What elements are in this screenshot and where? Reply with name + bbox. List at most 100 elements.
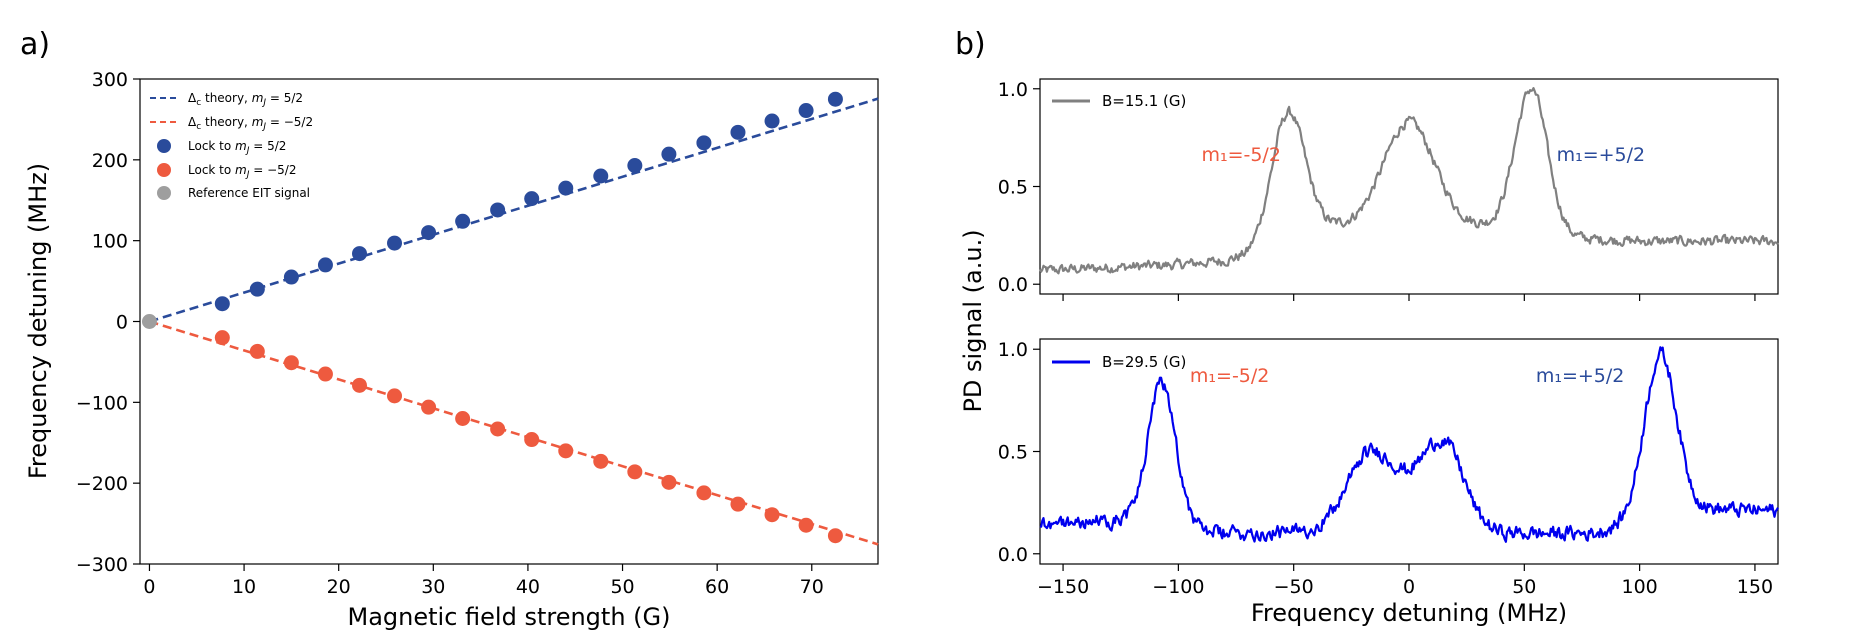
y-tick-label: 0 — [116, 312, 128, 334]
data-point — [352, 377, 368, 393]
x-tick-label: 40 — [516, 576, 540, 598]
y-tick-label: 100 — [92, 231, 128, 253]
legend-label-lock-plus: Lock to mJ = 5/2 — [188, 139, 286, 156]
data-point — [827, 91, 843, 107]
legend-label-b-bottom: B=29.5 (G) — [1102, 353, 1186, 371]
x-tick-label: 20 — [327, 576, 351, 598]
data-point — [827, 528, 843, 544]
y-tick-label: 300 — [92, 69, 128, 91]
panel-a-label: a) — [20, 27, 50, 62]
data-point — [798, 517, 814, 533]
data-point — [696, 135, 712, 151]
data-point — [593, 453, 609, 469]
x-axis-label-b: Frequency detuning (MHz) — [1251, 599, 1567, 627]
peak-annotation: m₁=+5/2 — [1536, 365, 1625, 387]
theory-line-1 — [149, 320, 879, 546]
data-point — [593, 168, 609, 184]
x-tick-label: −100 — [1152, 576, 1204, 598]
legend-a: Δc theory, mJ = 5/2 Δc theory, mJ = −5/2… — [150, 91, 313, 200]
x-axis-label-a: Magnetic field strength (G) — [348, 603, 671, 631]
data-point — [558, 180, 574, 196]
peak-annotation: m₁=-5/2 — [1190, 365, 1269, 387]
data-point — [627, 464, 643, 480]
signal-trace-b-top — [1039, 86, 1779, 275]
legend-label-b-top: B=15.1 (G) — [1102, 92, 1186, 110]
chart-b-bottom: −150 −100 −50 0 50 100 150 1.0 0.5 0.0 B=29.5 (G… — [998, 338, 1779, 627]
legend-label-reference: Reference EIT signal — [188, 186, 310, 200]
x-tick-label: 70 — [800, 576, 824, 598]
legend-label-lock-minus: Lock to mJ = −5/2 — [188, 163, 296, 180]
data-point — [524, 191, 540, 207]
x-tick-label: 100 — [1621, 576, 1657, 598]
series-lines-a — [149, 97, 879, 546]
data-point — [249, 343, 265, 359]
x-tick-label: 0 — [1403, 576, 1415, 598]
y-ticks-a: 300 200 100 0 −100 −200 −300 — [76, 69, 140, 576]
series-points-a — [141, 91, 843, 544]
x-tick-label: 30 — [421, 576, 445, 598]
data-point — [661, 474, 677, 490]
data-point — [798, 103, 814, 119]
data-point — [524, 432, 540, 448]
data-point — [317, 366, 333, 382]
data-point — [730, 124, 746, 140]
y-tick-label: 1.0 — [998, 339, 1028, 361]
x-ticks-b-top — [1062, 294, 1756, 301]
peak-annotation: m₁=-5/2 — [1201, 144, 1280, 166]
x-tick-label: 0 — [143, 576, 155, 598]
data-point — [283, 355, 299, 371]
data-point — [387, 235, 403, 251]
y-tick-label: −200 — [76, 473, 128, 495]
plot-area-b-top — [1039, 78, 1779, 295]
x-tick-label: 150 — [1737, 576, 1773, 598]
x-tick-label: 50 — [1512, 576, 1536, 598]
y-ticks-b-top: 1.0 0.5 0.0 — [998, 79, 1040, 296]
panel-b-label: b) — [955, 27, 986, 62]
data-point — [249, 281, 265, 297]
data-point — [490, 202, 506, 218]
legend-marker-reference — [157, 186, 171, 200]
data-point — [421, 225, 437, 241]
y-tick-label: 0.0 — [998, 274, 1028, 296]
y-axis-label-b: PD signal (a.u.) — [959, 229, 987, 412]
data-point — [214, 330, 230, 346]
x-tick-label: 60 — [705, 576, 729, 598]
y-tick-label: 0.5 — [998, 442, 1028, 464]
y-tick-label: 200 — [92, 150, 128, 172]
x-tick-label: −150 — [1037, 576, 1089, 598]
data-point — [421, 399, 437, 415]
y-tick-label: −300 — [76, 554, 128, 576]
data-point — [387, 388, 403, 404]
data-point — [764, 507, 780, 523]
x-tick-label: 50 — [610, 576, 634, 598]
data-point — [764, 113, 780, 129]
signal-trace-b-bottom — [1039, 346, 1779, 543]
y-tick-label: 0.5 — [998, 177, 1028, 199]
data-point — [141, 314, 157, 329]
y-axis-label-a: Frequency detuning (MHz) — [24, 163, 52, 479]
x-ticks-b-bottom: −150 −100 −50 0 50 100 150 — [1037, 564, 1773, 598]
y-tick-label: 0.0 — [998, 544, 1028, 566]
legend-marker-lock-minus — [157, 163, 171, 177]
legend-label-theory-plus: Δc theory, mJ = 5/2 — [188, 91, 303, 108]
x-tick-label: −50 — [1274, 576, 1314, 598]
data-point — [317, 257, 333, 273]
chart-a: 0 10 20 30 40 50 60 70 300 200 100 0 −100 −200 −300 M… — [24, 69, 879, 631]
annotations-b-top: m₁=-5/2 m₁=+5/2 — [1201, 144, 1645, 166]
theory-line-0 — [149, 97, 879, 323]
y-tick-label: 1.0 — [998, 79, 1028, 101]
y-ticks-b-bottom: 1.0 0.5 0.0 — [998, 339, 1040, 566]
data-point — [627, 157, 643, 173]
data-point — [730, 496, 746, 512]
x-tick-label: 10 — [232, 576, 256, 598]
peak-annotation: m₁=+5/2 — [1557, 144, 1646, 166]
y-tick-label: −100 — [76, 392, 128, 414]
data-point — [455, 213, 471, 229]
data-point — [352, 246, 368, 262]
legend-marker-lock-plus — [157, 139, 171, 153]
data-point — [214, 296, 230, 312]
annotations-b-bottom: m₁=-5/2 m₁=+5/2 — [1190, 365, 1624, 387]
data-point — [558, 443, 574, 459]
data-point — [490, 421, 506, 437]
